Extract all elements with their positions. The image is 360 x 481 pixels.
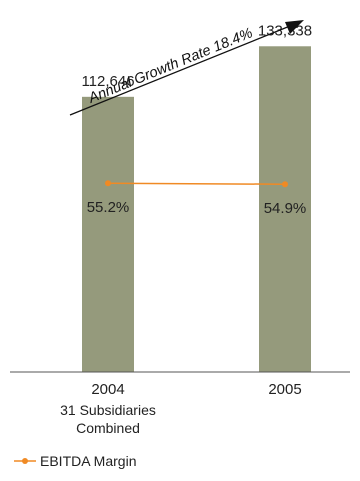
- bar-value-label-2004: 112,646: [81, 73, 134, 90]
- legend: EBITDA Margin: [14, 453, 136, 469]
- growth-arrow-line: [69, 25, 291, 116]
- x-tick-label-2004: 2004: [91, 381, 124, 398]
- ebitda-margin-point-2005: [282, 181, 288, 188]
- ebitda-margin-line: [107, 182, 286, 185]
- growth-arrow-head: [285, 20, 304, 34]
- bars-layer: 112,646 133,338: [81, 22, 312, 373]
- x-tick-label-2005: 2005: [268, 381, 301, 398]
- x-tick-sublabel-1: 31 Subsidiaries: [60, 402, 156, 418]
- ebitda-margin-label-2004: 55.2%: [87, 199, 130, 216]
- legend-marker-swatch: [22, 458, 28, 464]
- line-layer: 55.2% 54.9%: [87, 180, 307, 217]
- legend-label: EBITDA Margin: [40, 453, 136, 469]
- ebitda-margin-point-2004: [105, 180, 111, 187]
- bar-value-label-2005: 133,338: [258, 22, 312, 39]
- bar-2005: [259, 46, 311, 372]
- x-tick-sublabel-2: Combined: [76, 420, 140, 436]
- bar-2004: [82, 96, 134, 373]
- ebitda-margin-label-2005: 54.9%: [264, 200, 307, 217]
- growth-annotation-text: Annual Growth Rate 18.4%: [86, 25, 256, 107]
